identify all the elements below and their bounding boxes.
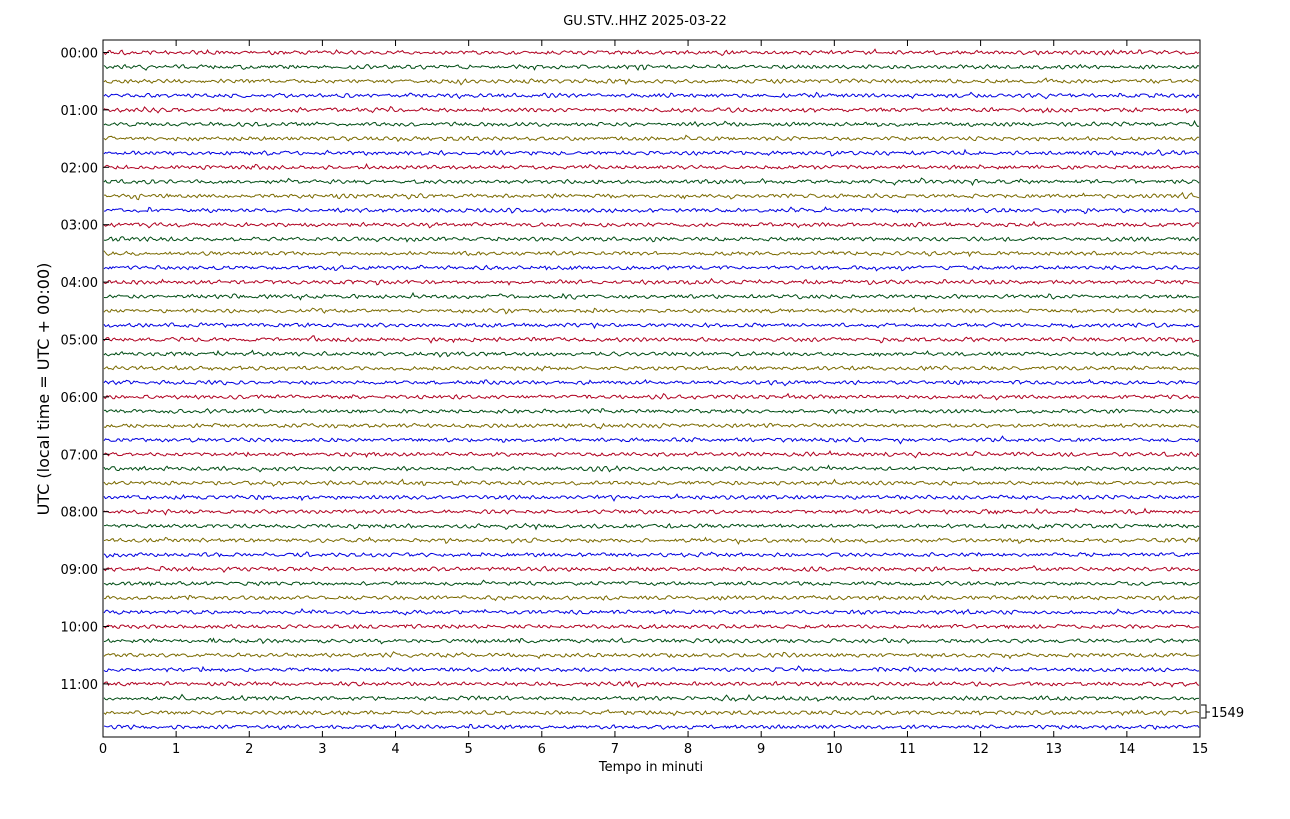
trace-line bbox=[103, 536, 1200, 546]
x-axis-ticks: 0 1 2 3 4 5 6 7 8 9 10 11 12 13 14 15 bbox=[99, 40, 1208, 757]
x-tick-label: 7 bbox=[611, 742, 619, 757]
trace-line bbox=[103, 422, 1200, 430]
trace-line bbox=[103, 148, 1200, 157]
trace-line bbox=[103, 408, 1200, 415]
y-tick-label: 09:00 bbox=[61, 563, 98, 578]
x-tick-label: 9 bbox=[757, 742, 765, 757]
x-tick-label: 12 bbox=[972, 742, 989, 757]
x-tick-label: 15 bbox=[1192, 742, 1209, 757]
trace-line bbox=[103, 464, 1200, 473]
trace-line bbox=[103, 250, 1200, 258]
trace-line bbox=[103, 608, 1200, 616]
x-tick-label: 11 bbox=[899, 742, 916, 757]
trace-line bbox=[103, 48, 1200, 57]
trace-line bbox=[103, 306, 1200, 315]
x-tick-label: 4 bbox=[391, 742, 399, 757]
trace-line bbox=[103, 435, 1200, 445]
scale-bar-label: 1549 bbox=[1211, 706, 1244, 721]
trace-line bbox=[103, 349, 1200, 358]
x-tick-label: 13 bbox=[1045, 742, 1062, 757]
trace-line bbox=[103, 708, 1200, 717]
y-tick-label: 01:00 bbox=[61, 104, 98, 119]
trace-line bbox=[103, 163, 1200, 170]
trace-line bbox=[103, 378, 1200, 387]
x-tick-label: 6 bbox=[538, 742, 546, 757]
trace-line bbox=[103, 220, 1200, 229]
trace-line bbox=[103, 665, 1200, 673]
x-tick-label: 5 bbox=[465, 742, 473, 757]
trace-line bbox=[103, 723, 1200, 731]
trace-line bbox=[103, 77, 1200, 86]
y-tick-label: 03:00 bbox=[61, 219, 98, 234]
y-tick-label: 04:00 bbox=[61, 276, 98, 291]
trace-line bbox=[103, 291, 1200, 301]
y-tick-label: 00:00 bbox=[61, 47, 98, 62]
y-tick-label: 10:00 bbox=[61, 621, 98, 636]
trace-line bbox=[103, 392, 1200, 401]
y-tick-label: 05:00 bbox=[61, 334, 98, 349]
trace-line bbox=[103, 579, 1200, 587]
trace-line bbox=[103, 594, 1200, 602]
trace-line bbox=[103, 507, 1200, 516]
trace-line bbox=[103, 277, 1200, 286]
trace-line bbox=[103, 449, 1200, 459]
trace-line bbox=[103, 564, 1200, 574]
y-axis-ticks: 00:00 01:00 02:00 03:00 04:00 05:00 06:00 07:00… bbox=[61, 47, 109, 693]
trace-line bbox=[103, 119, 1200, 128]
y-tick-label: 02:00 bbox=[61, 161, 98, 176]
trace-line bbox=[103, 91, 1200, 100]
trace-line bbox=[103, 478, 1200, 487]
x-tick-label: 10 bbox=[826, 742, 843, 757]
amplitude-scale-bar: 1549 bbox=[1201, 704, 1244, 721]
plot-frame bbox=[102, 39, 1201, 738]
x-tick-label: 3 bbox=[318, 742, 326, 757]
x-tick-label: 2 bbox=[245, 742, 253, 757]
seismic-traces bbox=[103, 48, 1200, 731]
y-tick-label: 08:00 bbox=[61, 506, 98, 521]
trace-line bbox=[103, 693, 1200, 702]
chart-title: GU.STV..HHZ 2025-03-22 bbox=[563, 14, 727, 29]
x-tick-label: 14 bbox=[1119, 742, 1136, 757]
trace-line bbox=[103, 493, 1200, 502]
x-tick-label: 1 bbox=[172, 742, 180, 757]
trace-line bbox=[103, 522, 1200, 531]
x-axis-label: Tempo in minuti bbox=[598, 760, 703, 775]
y-tick-label: 06:00 bbox=[61, 391, 98, 406]
y-axis-label: UTC (local time = UTC + 00:00) bbox=[34, 263, 53, 516]
x-tick-label: 8 bbox=[684, 742, 692, 757]
x-tick-label: 0 bbox=[99, 742, 107, 757]
trace-line bbox=[103, 335, 1200, 344]
trace-line bbox=[103, 134, 1200, 143]
trace-line bbox=[103, 651, 1200, 660]
trace-line bbox=[103, 322, 1200, 330]
trace-line bbox=[103, 264, 1200, 272]
y-tick-label: 11:00 bbox=[61, 678, 98, 693]
trace-line bbox=[103, 680, 1200, 688]
trace-line bbox=[103, 236, 1200, 243]
trace-line bbox=[103, 206, 1200, 215]
trace-line bbox=[103, 551, 1200, 559]
y-tick-label: 07:00 bbox=[61, 448, 98, 463]
trace-line bbox=[103, 365, 1200, 372]
trace-line bbox=[103, 191, 1200, 201]
trace-line bbox=[103, 105, 1200, 114]
trace-line bbox=[103, 63, 1200, 72]
trace-line bbox=[103, 623, 1200, 630]
trace-line bbox=[103, 177, 1200, 187]
trace-line bbox=[103, 637, 1200, 645]
